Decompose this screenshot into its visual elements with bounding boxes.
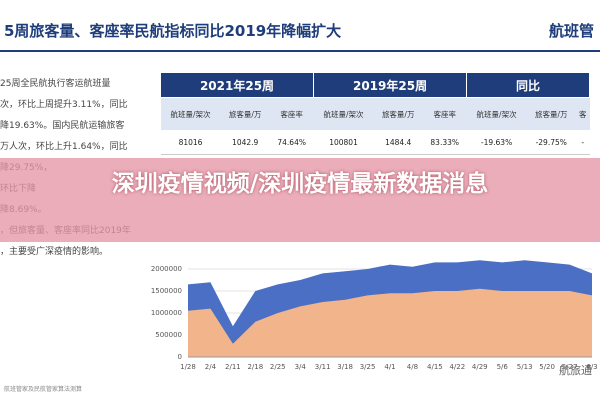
watermark: 航旅通 — [559, 364, 592, 377]
group-header: 2019年25周 — [313, 72, 468, 98]
x-tick-label: 3/11 — [315, 363, 331, 371]
title-rule — [0, 50, 600, 52]
cell: - — [575, 130, 590, 155]
cell: -19.63% — [466, 130, 527, 155]
x-tick-label: 2/11 — [225, 363, 241, 371]
cell: -29.75% — [526, 130, 576, 155]
x-tick-label: 4/22 — [449, 363, 465, 371]
x-tick-label: 2/4 — [205, 363, 217, 371]
group-header: 同比 — [466, 72, 590, 98]
overlay-band — [0, 158, 600, 242]
note-line: 降19.63%。国内民航运输旅客 — [0, 121, 125, 131]
x-tick-label: 3/18 — [337, 363, 353, 371]
cell: 81016 — [160, 130, 221, 155]
x-tick-label: 2/25 — [270, 363, 286, 371]
note-line: ，主要受广深疫情的影响。 — [0, 247, 109, 257]
y-tick-label: 0 — [178, 353, 182, 361]
note-line: 万人次，环比上升1.64%，同比 — [0, 142, 128, 152]
cell: 83.33% — [422, 130, 467, 155]
y-tick-label: 1000000 — [151, 309, 182, 317]
x-tick-label: 6/3 — [586, 363, 597, 371]
column-header: 客座率 — [422, 97, 467, 130]
column-header: 旅客量/万 — [220, 97, 270, 130]
x-tick-label: 2/18 — [247, 363, 263, 371]
stats-table: 2021年25周 2019年25周 同比 航班量/架次 旅客量/万 客座率 航班量/架次 旅客… — [159, 72, 590, 155]
note-line: 25周全民航执行客运航班量 — [0, 79, 111, 89]
area — [188, 288, 592, 357]
x-tick-label: 1/28 — [180, 363, 196, 371]
column-header: 航班量/架次 — [313, 97, 374, 130]
cell: 100801 — [313, 130, 374, 155]
note-line: 次，环比上周提升3.11%，同比 — [0, 100, 128, 110]
cell: 1484.4 — [373, 130, 423, 155]
y-tick-label: 2000000 — [151, 265, 182, 273]
x-tick-label: 3/25 — [360, 363, 376, 371]
cell: 74.64% — [269, 130, 314, 155]
x-tick-label: 5/13 — [517, 363, 533, 371]
cell: 1042.9 — [220, 130, 270, 155]
x-tick-label: 5/20 — [539, 363, 555, 371]
column-header: 客 — [575, 97, 590, 130]
x-tick-label: 4/29 — [472, 363, 488, 371]
x-tick-label: 3/4 — [295, 363, 307, 371]
logo: 航班管 — [548, 22, 594, 40]
y-tick-label: 1500000 — [151, 287, 182, 295]
overlay-title: 深圳疫情视频/深圳疫情最新数据消息 — [111, 171, 489, 197]
column-header: 旅客量/万 — [526, 97, 576, 130]
x-tick-label: 5/6 — [497, 363, 509, 371]
x-tick-label: 4/1 — [384, 363, 395, 371]
column-header: 客座率 — [269, 97, 314, 130]
column-header: 旅客量/万 — [373, 97, 423, 130]
y-tick-label: 500000 — [155, 331, 182, 339]
group-header: 2021年25周 — [159, 72, 315, 98]
x-tick-label: 4/8 — [407, 363, 418, 371]
x-tick-label: 4/15 — [427, 363, 443, 371]
source: 航班管家及民航管家算法测算 — [4, 386, 83, 393]
column-header: 航班量/架次 — [466, 97, 527, 130]
slide-title: 5周旅客量、客座率民航指标同比2019年降幅扩大 — [4, 22, 342, 40]
x-tick-label: 5/27 — [562, 363, 578, 371]
column-header: 航班量/架次 — [160, 97, 221, 130]
